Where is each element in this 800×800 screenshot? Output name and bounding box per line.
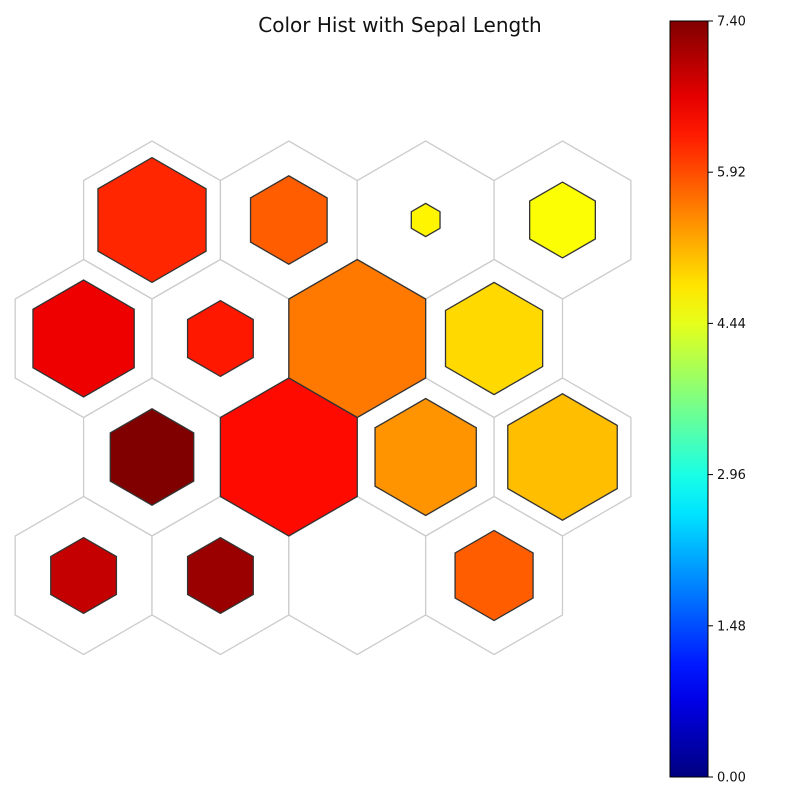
- chart-title: Color Hist with Sepal Length: [258, 13, 541, 37]
- value-hex-r1-c3: [444, 281, 544, 396]
- value-hex-r0-c2: [410, 202, 441, 238]
- value-hex-r3-c0: [50, 536, 118, 615]
- value-hex-r2-c1: [219, 377, 358, 537]
- value-hex-r0-c0: [97, 156, 207, 284]
- value-hex-r3-c3: [454, 529, 534, 622]
- value-hexagons: [32, 156, 618, 622]
- colorbar: 0.00 1.48 2.96 4.44 5.92 7.40: [669, 15, 746, 786]
- value-hex-r3-c1: [186, 536, 254, 615]
- colorbar-tick-label: 5.92: [717, 166, 746, 181]
- value-hex-r1-c0: [32, 279, 135, 398]
- value-hex-r1-c1: [186, 299, 254, 378]
- value-hex-r0-c1: [249, 175, 328, 265]
- value-hex-r2-c0: [109, 408, 195, 506]
- colorbar-frame: [669, 20, 709, 778]
- value-hex-r2-c3: [507, 393, 618, 521]
- colorbar-tick-label: 2.96: [717, 468, 746, 483]
- colorbar-tick-label: 1.48: [717, 619, 746, 634]
- colorbar-tick-label: 0.00: [717, 771, 746, 786]
- colorbar-tick-label: 7.40: [717, 15, 746, 30]
- colorbar-tick-label: 4.44: [717, 317, 746, 332]
- colorbar-ticks: 0.00 1.48 2.96 4.44 5.92 7.40: [708, 15, 746, 786]
- value-hex-r0-c3: [529, 181, 596, 259]
- colorbar-gradient: [670, 21, 708, 777]
- value-hex-r2-c2: [374, 397, 477, 517]
